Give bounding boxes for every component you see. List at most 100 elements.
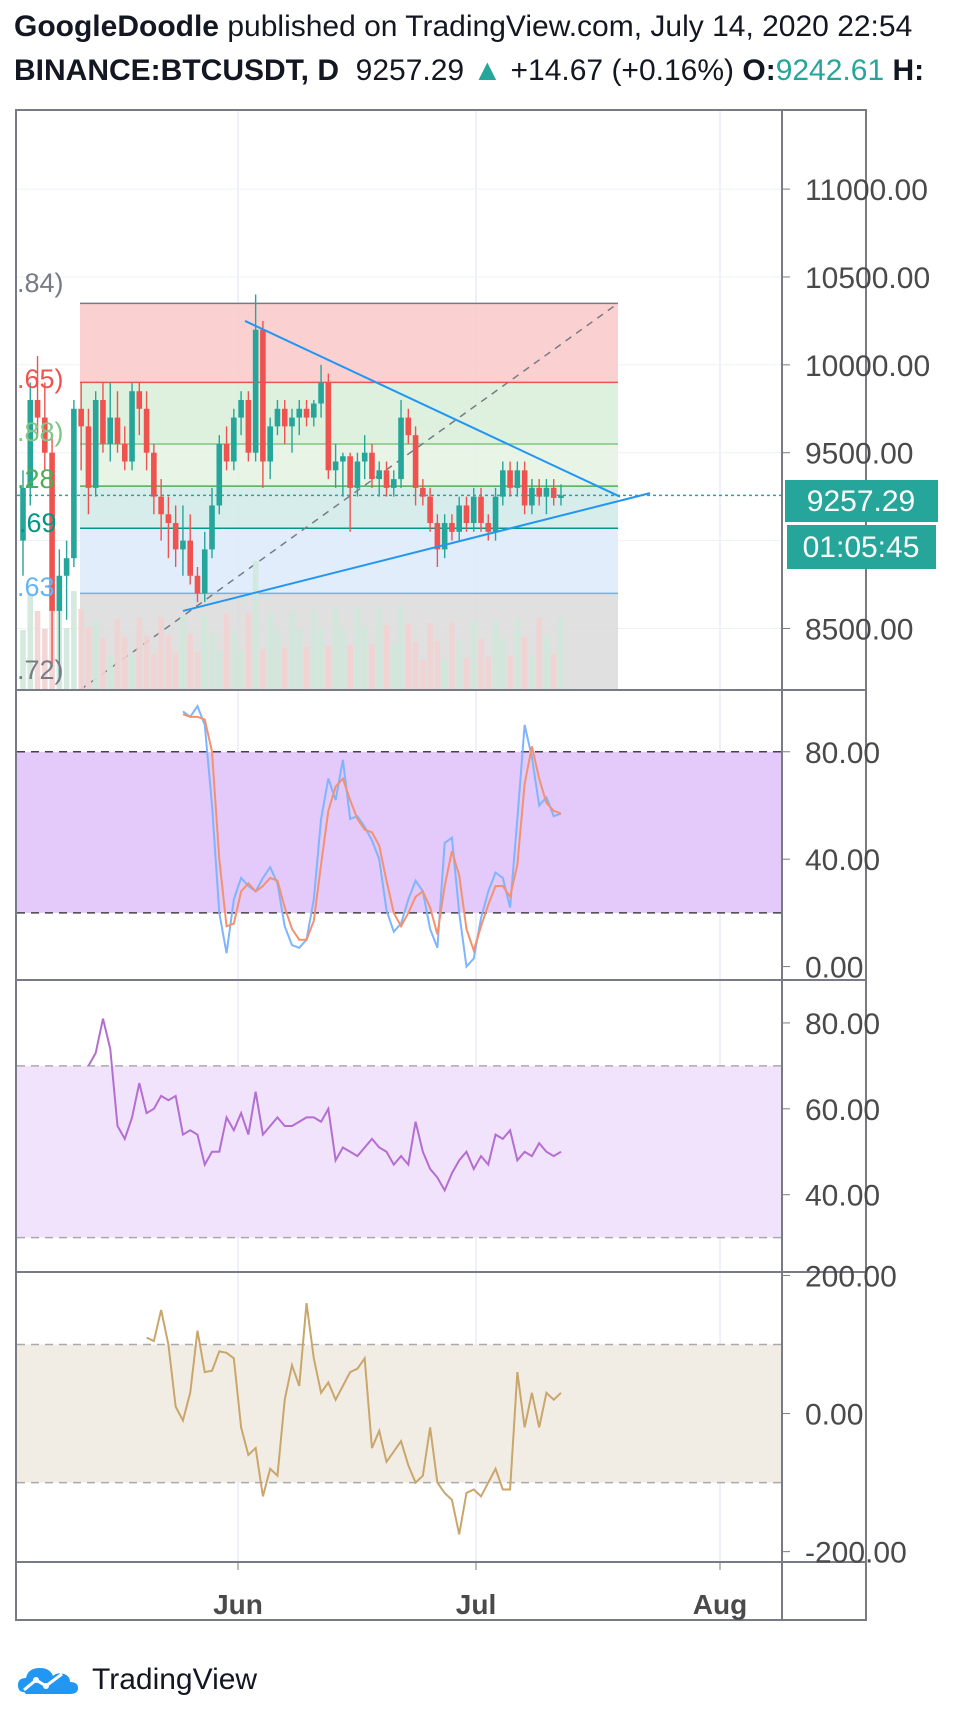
candle-body [172,523,179,550]
candle-body [529,487,535,506]
stoch-pane[interactable] [17,703,782,969]
countdown-bg [787,525,936,569]
candle-body [463,505,470,524]
volume-bar [427,623,433,690]
volume-bar [361,626,368,690]
cci-pane[interactable] [17,1302,782,1535]
volume-bar [478,639,484,690]
volume-bar [231,632,237,690]
price-tick-label: 8500.00 [805,613,913,646]
time-label-jul: Jul [456,1589,496,1620]
candle-body [143,408,150,453]
volume-bar [463,658,470,690]
candle-body [318,382,324,404]
indicator-series-line [146,1302,562,1535]
fib-trend-line [79,302,619,690]
tradingview-brand[interactable]: TradingView [92,1663,258,1696]
candle-body [136,391,143,409]
volume-bar [274,630,281,690]
fib-label-bottom: .72) [17,655,64,685]
candle-body [354,461,361,488]
candle-body [238,400,244,418]
candle-body [470,496,477,524]
candle-body [550,487,557,498]
candle-body [252,329,259,453]
volume-bar [252,561,259,690]
indicator-band [17,1065,782,1238]
countdown-label: 01:05:45 [803,531,920,564]
time-label-jun: Jun [213,1589,263,1620]
volume-bar [209,633,215,690]
volume-bar [449,622,455,690]
price-change: +14.67 (+0.16%) [510,54,735,87]
candle-body [514,470,521,488]
volume-bar [42,629,48,690]
main-pane[interactable] [17,294,782,690]
tradingview-logo-icon[interactable] [14,1660,84,1700]
fib-label-3: .28 [17,464,55,494]
candle-body [340,456,346,462]
candle-body [434,523,441,550]
fib-zone [80,528,618,594]
candle-body [92,400,99,488]
time-label-aug: Aug [693,1589,747,1620]
volume-bar [558,617,564,690]
change-arrow-icon: ▲ [472,54,503,87]
volume-bar [376,607,383,690]
cci-axis[interactable]: 200.00 0.00 -200.00 [782,1260,907,1570]
stoch-axis[interactable]: 80.00 40.00 0.00 [782,737,880,985]
volume-bar [405,624,412,690]
volume-bar [492,620,499,690]
fib-label-top: .84) [17,268,64,298]
volume-bar [434,641,441,690]
fib-label-4: .69 [19,508,57,538]
candle-body [398,417,404,480]
volume-bar [296,629,303,690]
volume-bar [136,618,143,690]
candle-body [231,417,237,462]
author-name[interactable]: GoogleDoodle [14,10,219,43]
indicator-tick-label: 0.00 [805,952,863,985]
candle-body [267,426,273,462]
candle-body [20,487,26,541]
candle-body [151,452,157,497]
volume-bar [20,630,26,690]
high-label: H: [892,54,925,87]
rsi-pane[interactable] [17,1018,782,1239]
candle-body [478,496,484,524]
candle-body [42,417,48,453]
volume-bar [470,621,477,690]
candle-body [376,470,383,480]
volume-bar [27,593,34,690]
volume-bar [340,627,346,690]
candle-body [383,470,390,488]
volume-bar [92,620,99,690]
current-price-bg [785,480,938,522]
current-price-label: 9257.29 [807,485,915,518]
open-label: O: [742,54,776,87]
candle-body [56,575,63,611]
rsi-axis[interactable]: 80.00 60.00 40.00 [782,1008,880,1213]
candle-body [107,417,114,444]
candle-body [201,549,208,594]
candle-body [180,540,186,550]
candle-body [27,400,34,488]
volume-bar [260,649,266,690]
volume-bar [85,627,92,690]
candle-body [325,382,332,471]
volume-bar [347,645,353,690]
volume-bar [165,635,172,690]
volume-bar [303,647,310,690]
price-axis[interactable]: 11000.00 10500.00 10000.00 9500.00 8500.00 [782,174,930,646]
candle-body [85,426,92,488]
volume-bar [63,628,70,690]
indicator-band [17,1344,782,1483]
candle-body [405,417,412,436]
footer: TradingView [14,1660,257,1700]
candle-body [245,400,252,453]
volume-bar [369,644,375,690]
candle-body [187,540,194,576]
volume-bar [114,619,121,690]
time-axis[interactable]: Jun Jul Aug [213,1589,747,1620]
